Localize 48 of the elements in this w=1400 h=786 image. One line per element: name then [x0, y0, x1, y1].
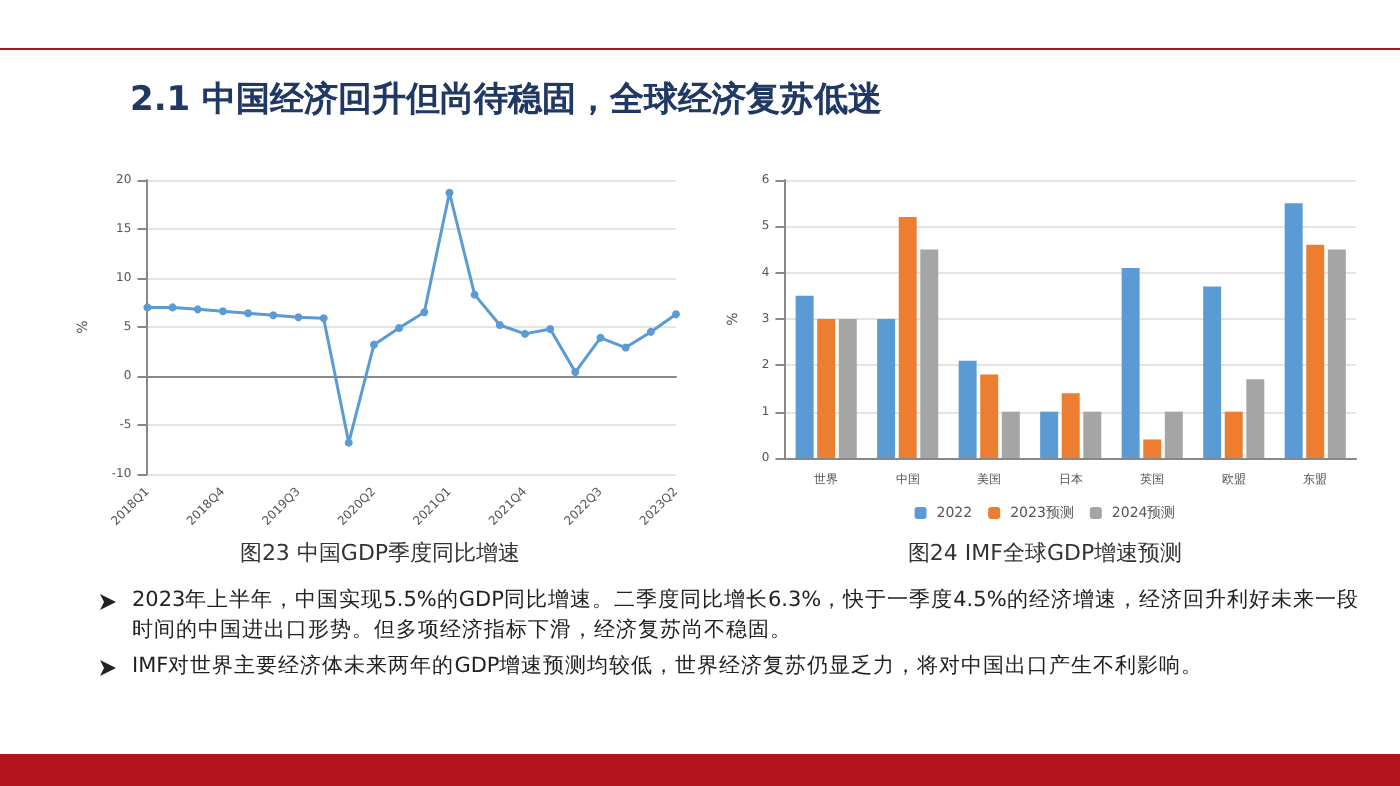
- point: [495, 321, 504, 330]
- text: 图23 中国GDP季度同比增速: [239, 540, 521, 566]
- point: [646, 327, 655, 336]
- bar: [1284, 203, 1303, 458]
- point: [395, 323, 404, 332]
- bar: [1061, 393, 1080, 458]
- point: [218, 307, 227, 316]
- bar: [1246, 379, 1265, 458]
- point: [143, 303, 152, 312]
- bar: [920, 249, 939, 458]
- bar: [795, 295, 814, 458]
- point: [420, 308, 429, 317]
- bar: [1224, 411, 1243, 458]
- text: 2.1 中国经济回升但尚待稳固，全球经济复苏低迷: [130, 78, 885, 122]
- point: [369, 340, 378, 349]
- bar: [980, 374, 999, 458]
- bar: [1203, 286, 1222, 458]
- text: IMF对世界主要经济体未来两年的GDP增速预测均较低，世界经济复苏仍显乏力，将对中国出口产生不利影响。: [132, 652, 1204, 682]
- bar: [1164, 411, 1183, 458]
- point: [672, 310, 680, 319]
- bar: [1327, 249, 1346, 458]
- point: [520, 329, 529, 338]
- bar: [817, 319, 836, 458]
- point: [621, 343, 630, 352]
- bar: [898, 217, 917, 458]
- point: [596, 333, 605, 342]
- bar: [1001, 411, 1020, 458]
- point: [294, 313, 303, 322]
- point: [445, 188, 454, 197]
- bar: [877, 319, 896, 458]
- point: [193, 305, 202, 314]
- bar: [958, 360, 977, 458]
- point: [269, 311, 278, 320]
- bar: [1121, 268, 1140, 458]
- point: [546, 324, 555, 333]
- text: 图24 IMF全球GDP增速预测: [907, 540, 1183, 566]
- text: 2023年上半年，中国实现5.5%的GDP同比增速。二季度同比增长6.3%，快于一季度4.5%的经济增速，经济回升利好未来一段时间的中国进出口形势。但多项经济指标下滑，经济复苏尚不稳固。: [132, 586, 1360, 646]
- bar: [1083, 411, 1102, 458]
- bar: [1040, 411, 1059, 458]
- point: [571, 368, 580, 377]
- bar: [1306, 244, 1325, 458]
- point: [244, 309, 253, 318]
- point: [470, 290, 479, 299]
- point: [168, 303, 177, 312]
- bar: [1143, 439, 1162, 458]
- point: [344, 438, 353, 447]
- point: [319, 314, 328, 323]
- bar: [838, 319, 857, 458]
